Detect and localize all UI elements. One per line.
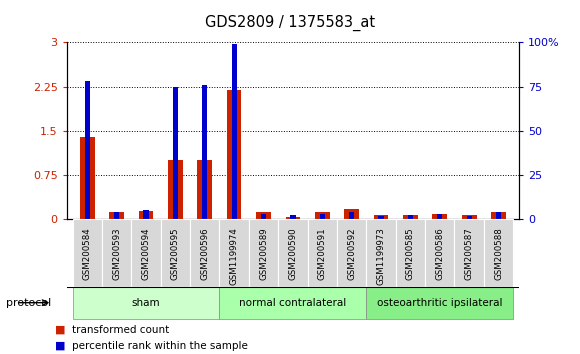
Bar <box>102 219 131 287</box>
Bar <box>374 215 389 219</box>
Text: GSM1199973: GSM1199973 <box>376 228 386 285</box>
Bar <box>425 219 455 287</box>
Text: GSM1199974: GSM1199974 <box>230 228 238 285</box>
Bar <box>197 160 212 219</box>
Text: GSM200591: GSM200591 <box>318 228 327 280</box>
Bar <box>278 219 307 287</box>
Text: GSM200592: GSM200592 <box>347 228 356 280</box>
Bar <box>484 219 513 287</box>
Text: GSM200586: GSM200586 <box>435 228 444 280</box>
Bar <box>466 216 472 219</box>
Bar <box>378 216 384 219</box>
Bar <box>72 219 102 287</box>
Bar <box>462 215 477 219</box>
Bar <box>168 160 183 219</box>
Text: GSM200596: GSM200596 <box>200 228 209 280</box>
Bar <box>261 214 266 219</box>
Text: ■: ■ <box>55 341 66 351</box>
Text: protocol: protocol <box>6 298 51 308</box>
Bar <box>227 90 241 219</box>
Bar <box>109 212 124 219</box>
Bar <box>320 214 325 219</box>
Text: ■: ■ <box>55 325 66 335</box>
Bar <box>131 219 161 287</box>
Bar <box>161 219 190 287</box>
Bar <box>315 212 329 219</box>
Text: GSM200590: GSM200590 <box>288 228 298 280</box>
Bar <box>173 87 178 219</box>
Bar <box>408 215 413 219</box>
Bar <box>403 215 418 219</box>
Bar <box>219 219 249 287</box>
Text: GSM200593: GSM200593 <box>112 228 121 280</box>
Bar <box>349 212 354 219</box>
Text: normal contralateral: normal contralateral <box>240 298 346 308</box>
Bar <box>139 211 153 219</box>
Text: GSM200585: GSM200585 <box>406 228 415 280</box>
Bar <box>337 219 367 287</box>
Bar <box>307 219 337 287</box>
Bar <box>219 287 367 319</box>
Bar <box>85 81 90 219</box>
Bar <box>231 44 237 219</box>
Bar <box>249 219 278 287</box>
Bar <box>433 213 447 219</box>
Text: sham: sham <box>132 298 160 308</box>
Bar <box>72 287 219 319</box>
Bar <box>367 219 396 287</box>
Bar <box>491 212 506 219</box>
Text: GSM200595: GSM200595 <box>171 228 180 280</box>
Bar <box>455 219 484 287</box>
Text: GSM200589: GSM200589 <box>259 228 268 280</box>
Text: GDS2809 / 1375583_at: GDS2809 / 1375583_at <box>205 15 375 31</box>
Text: percentile rank within the sample: percentile rank within the sample <box>72 341 248 351</box>
Bar <box>345 209 359 219</box>
Bar <box>285 217 300 219</box>
Bar <box>256 212 271 219</box>
Bar <box>114 212 119 219</box>
Bar <box>290 215 296 219</box>
Bar <box>496 212 501 219</box>
Bar <box>437 214 443 219</box>
Bar <box>80 137 95 219</box>
Text: GSM200588: GSM200588 <box>494 228 503 280</box>
Bar <box>367 287 513 319</box>
Text: GSM200584: GSM200584 <box>83 228 92 280</box>
Text: GSM200587: GSM200587 <box>465 228 474 280</box>
Text: transformed count: transformed count <box>72 325 170 335</box>
Bar <box>202 85 208 219</box>
Bar <box>396 219 425 287</box>
Text: GSM200594: GSM200594 <box>142 228 151 280</box>
Bar <box>190 219 219 287</box>
Bar <box>143 210 148 219</box>
Text: osteoarthritic ipsilateral: osteoarthritic ipsilateral <box>377 298 502 308</box>
